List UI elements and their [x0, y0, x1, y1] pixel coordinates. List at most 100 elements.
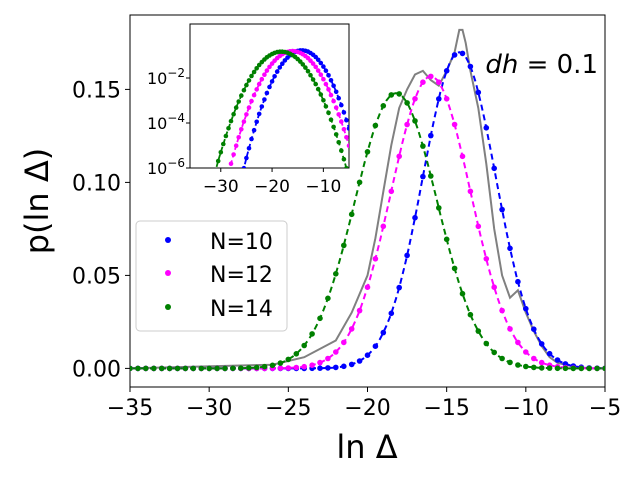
data-point: [264, 68, 270, 73]
data-point: [317, 315, 323, 322]
data-point: [348, 326, 355, 332]
data-point: [315, 86, 321, 92]
data-point: [428, 73, 434, 80]
data-point: [256, 111, 262, 117]
data-point: [523, 305, 529, 312]
x-axis-label: ln Δ: [336, 428, 397, 466]
data-point: [341, 110, 347, 115]
data-point: [412, 214, 418, 221]
data-point: [341, 242, 347, 249]
data-point: [459, 50, 466, 57]
inset-points-layer: [214, 48, 349, 168]
legend-label-n10: N=10: [210, 230, 273, 255]
data-point: [443, 236, 450, 243]
data-point: [143, 365, 149, 372]
data-point: [277, 360, 284, 366]
data-point: [226, 126, 231, 131]
data-point: [331, 124, 336, 130]
data-point: [309, 331, 315, 337]
legend-marker-n12: [165, 270, 171, 276]
main-y-tick-label: 0.15: [72, 78, 121, 103]
data-point: [341, 363, 347, 370]
data-point: [233, 143, 239, 148]
data-point: [586, 365, 592, 372]
dh-annotation-value: = 0.1: [518, 50, 598, 80]
main-x-tick-label: −15: [423, 396, 469, 421]
data-point: [310, 61, 316, 66]
data-point: [317, 359, 323, 366]
data-point: [241, 165, 247, 168]
data-point: [554, 357, 561, 363]
data-point: [269, 79, 275, 84]
data-point: [475, 328, 482, 334]
data-point: [230, 365, 236, 372]
data-point: [339, 102, 344, 108]
data-point: [256, 81, 262, 87]
main-x-tick-label: −20: [344, 396, 390, 421]
data-point: [346, 143, 349, 148]
data-point: [267, 84, 272, 90]
data-point: [331, 98, 336, 104]
data-point: [344, 165, 349, 168]
data-point: [404, 121, 410, 128]
inset-series-points-n10: [241, 48, 349, 168]
data-point: [244, 112, 249, 117]
data-point: [325, 355, 331, 362]
data-point: [251, 92, 257, 98]
legend-box: [135, 220, 288, 332]
data-point: [315, 68, 321, 73]
data-point: [218, 150, 224, 155]
data-point: [333, 364, 339, 371]
inset-y-tick-label: 10−6: [147, 156, 185, 178]
data-point: [459, 290, 466, 297]
data-point: [538, 359, 545, 366]
inset-x-tick-label: −30: [203, 177, 239, 197]
data-point: [578, 365, 585, 372]
main-points-layer: [130, 50, 605, 372]
inset-x-axis: −30 −20 −10: [203, 168, 341, 197]
data-point: [318, 92, 324, 97]
data-point: [420, 79, 426, 85]
data-point: [388, 92, 395, 98]
data-point: [538, 365, 545, 371]
data-point: [348, 211, 355, 218]
main-x-tick-label: −35: [107, 396, 153, 421]
y-axis-label: p(ln Δ): [18, 148, 56, 255]
data-point: [323, 104, 329, 109]
data-point: [546, 350, 553, 357]
inset-plot-frame: [189, 23, 350, 169]
data-point: [262, 72, 267, 77]
data-point: [239, 93, 244, 98]
data-point: [323, 81, 329, 87]
data-point: [135, 365, 141, 372]
data-point: [333, 89, 339, 95]
main-x-tick-label: −30: [186, 396, 232, 421]
data-point: [244, 82, 249, 88]
data-point: [313, 64, 319, 70]
data-point: [341, 127, 347, 132]
data-point: [333, 271, 339, 277]
main-x-tick-label: −10: [503, 396, 549, 421]
data-point: [341, 156, 347, 162]
legend-marker-n10: [165, 237, 171, 243]
data-point: [443, 68, 450, 74]
data-point: [317, 365, 323, 372]
data-point: [174, 365, 181, 372]
data-point: [325, 295, 331, 302]
data-point: [228, 161, 234, 166]
data-point: [356, 307, 363, 314]
data-point: [236, 99, 241, 104]
data-point: [321, 98, 326, 103]
data-point: [451, 265, 458, 272]
data-point: [467, 311, 474, 318]
data-point: [214, 167, 217, 168]
data-point: [293, 364, 300, 371]
data-point: [339, 119, 344, 124]
data-point: [318, 60, 324, 66]
data-point: [507, 326, 513, 332]
data-point: [305, 68, 311, 74]
data-point: [467, 188, 474, 195]
data-point: [249, 98, 254, 104]
data-point: [331, 83, 336, 89]
data-point: [420, 143, 426, 149]
